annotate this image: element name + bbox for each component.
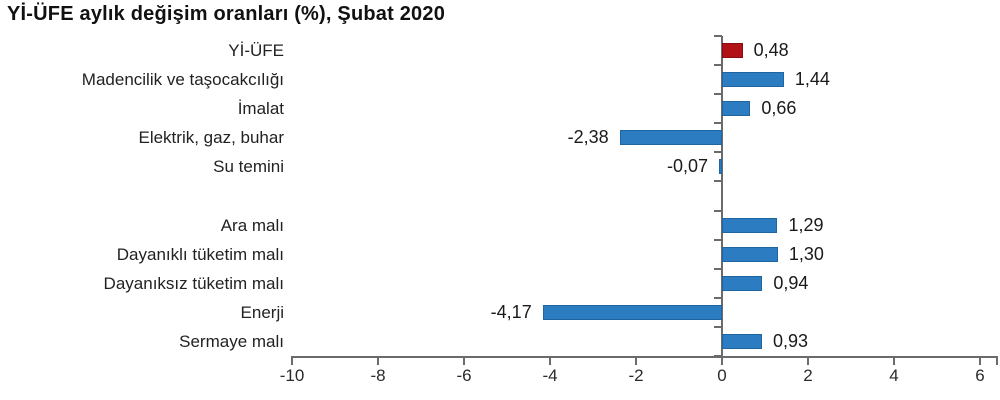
- value-label: -2,38: [567, 127, 609, 148]
- x-axis-tick: [893, 356, 895, 365]
- bar: [722, 217, 778, 233]
- x-axis-tick: [807, 356, 809, 365]
- value-label: 0,93: [772, 330, 809, 351]
- bar: [722, 275, 763, 291]
- x-axis-tick: [463, 356, 465, 365]
- bar: [542, 304, 722, 320]
- category-axis-tick: [714, 267, 722, 270]
- category-label: Madencilik ve taşocakcılığı: [81, 70, 284, 90]
- x-axis-tick: [377, 356, 379, 365]
- x-axis-tick-label: -2: [628, 366, 644, 385]
- category-axis-tick: [714, 151, 722, 154]
- x-axis-tick-label: -4: [542, 366, 558, 385]
- x-axis-tick-label: 0: [717, 366, 727, 385]
- x-axis-tick: [635, 356, 637, 365]
- bar: [619, 130, 722, 146]
- category-label: Ara malı: [220, 215, 284, 235]
- category-axis-tick: [714, 64, 722, 67]
- x-axis-tick-label: 2: [803, 366, 813, 385]
- category-axis-tick: [714, 93, 722, 96]
- category-axis-tick: [714, 209, 722, 212]
- category-label: Enerji: [240, 302, 284, 322]
- category-axis-tick: [714, 238, 722, 241]
- category-label: Sermaye malı: [179, 331, 284, 351]
- x-axis-tick-label: -6: [456, 366, 472, 385]
- x-axis-end-tick: [996, 356, 998, 365]
- category-label: Elektrik, gaz, buhar: [138, 128, 284, 148]
- x-axis-tick: [549, 356, 551, 365]
- value-label: -4,17: [490, 301, 532, 322]
- x-axis-tick-label: 4: [889, 366, 899, 385]
- value-label: 1,29: [788, 214, 824, 235]
- x-axis-tick: [979, 356, 981, 365]
- value-label: -0,07: [666, 156, 708, 177]
- x-axis-tick-label: 6: [975, 366, 985, 385]
- category-label: Dayanıksız tüketim malı: [103, 273, 284, 293]
- value-label: 0,66: [761, 98, 797, 119]
- bar: [718, 159, 722, 175]
- value-label: 0,48: [753, 40, 789, 60]
- x-axis-tick: [291, 356, 293, 365]
- x-axis-tick: [721, 356, 723, 365]
- category-label: İmalat: [237, 99, 284, 119]
- bar: [722, 333, 762, 349]
- bar: [722, 72, 784, 88]
- category-axis-tick: [714, 296, 722, 299]
- value-label: 1,30: [788, 243, 824, 264]
- bar: [722, 246, 778, 262]
- category-axis-tick: [714, 122, 722, 125]
- category-axis-tick: [714, 325, 722, 328]
- category-axis-line: [721, 36, 723, 356]
- category-axis-tick: [714, 180, 722, 183]
- value-label: 0,94: [773, 272, 809, 293]
- x-axis-line: [292, 356, 998, 358]
- category-axis-tick: [714, 355, 722, 357]
- category-label: Dayanıklı tüketim malı: [116, 244, 284, 264]
- highlight-bar: [722, 43, 743, 59]
- value-label: 1,44: [794, 69, 830, 90]
- chart-title: Yİ-ÜFE aylık değişim oranları (%), Şubat…: [7, 3, 446, 25]
- bar: [722, 101, 751, 117]
- x-axis-tick-label: -8: [370, 366, 386, 385]
- category-label: Su temini: [213, 157, 284, 177]
- category-axis-tick: [714, 35, 722, 37]
- x-axis-tick-label: -10: [279, 366, 305, 385]
- category-label: Yİ-ÜFE: [228, 41, 284, 60]
